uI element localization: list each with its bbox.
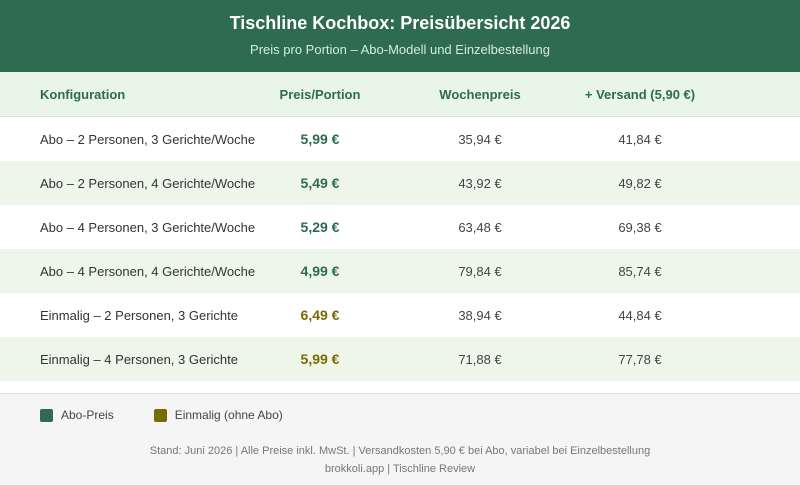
row-price-per-portion: 5,49 € [300,175,340,191]
row-weekly-price: 43,92 € [458,175,502,191]
legend-item-abo: Abo-Preis [40,408,114,422]
row-configuration: Einmalig – 4 Personen, 3 Gerichte [40,351,238,367]
footer: Abo-Preis Einmalig (ohne Abo) Stand: Jun… [0,393,800,485]
table-row: Einmalig – 2 Personen, 3 Gerichte 6,49 €… [0,293,800,337]
legend: Abo-Preis Einmalig (ohne Abo) [40,408,323,422]
abo-swatch-icon [40,408,53,422]
table-row: Abo – 4 Personen, 4 Gerichte/Woche 4,99 … [0,249,800,293]
table-body: Abo – 2 Personen, 3 Gerichte/Woche 5,99 … [0,117,800,381]
row-price-with-shipping: 49,82 € [618,175,662,191]
legend-label-abo: Abo-Preis [61,408,114,422]
column-header-weekly-price: Wochenpreis [439,86,521,102]
legend-item-einmal: Einmalig (ohne Abo) [153,408,283,422]
row-price-per-portion: 6,49 € [300,307,340,323]
row-price-with-shipping: 44,84 € [618,307,662,323]
page-subtitle: Preis pro Portion – Abo-Modell und Einze… [250,42,550,57]
footer-note-block: Stand: Juni 2026 | Alle Preise inkl. MwS… [0,442,800,478]
row-price-with-shipping: 69,38 € [618,219,662,235]
row-price-with-shipping: 41,84 € [618,131,662,147]
row-price-per-portion: 5,99 € [300,351,340,367]
row-weekly-price: 71,88 € [458,351,502,367]
page-title: Tischline Kochbox: Preisübersicht 2026 [229,13,571,33]
row-price-with-shipping: 77,78 € [618,351,662,367]
row-price-per-portion: 4,99 € [300,263,340,279]
table-row: Abo – 2 Personen, 3 Gerichte/Woche 5,99 … [0,117,800,161]
table-row: Einmalig – 4 Personen, 3 Gerichte 5,99 €… [0,337,800,381]
row-weekly-price: 79,84 € [458,263,502,279]
footer-source: brokkoli.app | Tischline Review [324,463,476,475]
table-row: Abo – 2 Personen, 4 Gerichte/Woche 5,49 … [0,161,800,205]
row-weekly-price: 38,94 € [458,307,502,323]
table-row: Abo – 4 Personen, 3 Gerichte/Woche 5,29 … [0,205,800,249]
column-header-configuration: Konfiguration [40,86,126,102]
einmal-swatch-icon [153,408,167,422]
header: Tischline Kochbox: Preisübersicht 2026 P… [0,0,800,72]
row-weekly-price: 63,48 € [458,219,502,235]
table-header: Konfiguration Preis/Portion Wochenpreis … [0,72,800,117]
legend-label-einmal: Einmalig (ohne Abo) [174,408,283,422]
row-price-per-portion: 5,29 € [300,219,340,235]
row-configuration: Abo – 4 Personen, 4 Gerichte/Woche [40,263,256,279]
row-configuration: Einmalig – 2 Personen, 3 Gerichte [40,307,238,323]
row-price-per-portion: 5,99 € [300,131,340,147]
row-price-with-shipping: 85,74 € [618,263,662,279]
column-header-shipping: + Versand (5,90 €) [584,86,696,102]
row-configuration: Abo – 2 Personen, 4 Gerichte/Woche [40,175,256,191]
row-configuration: Abo – 4 Personen, 3 Gerichte/Woche [40,219,256,235]
row-weekly-price: 35,94 € [458,131,502,147]
footer-note: Stand: Juni 2026 | Alle Preise inkl. MwS… [149,445,651,457]
column-header-price-per-portion: Preis/Portion [279,86,361,102]
row-configuration: Abo – 2 Personen, 3 Gerichte/Woche [40,131,256,147]
